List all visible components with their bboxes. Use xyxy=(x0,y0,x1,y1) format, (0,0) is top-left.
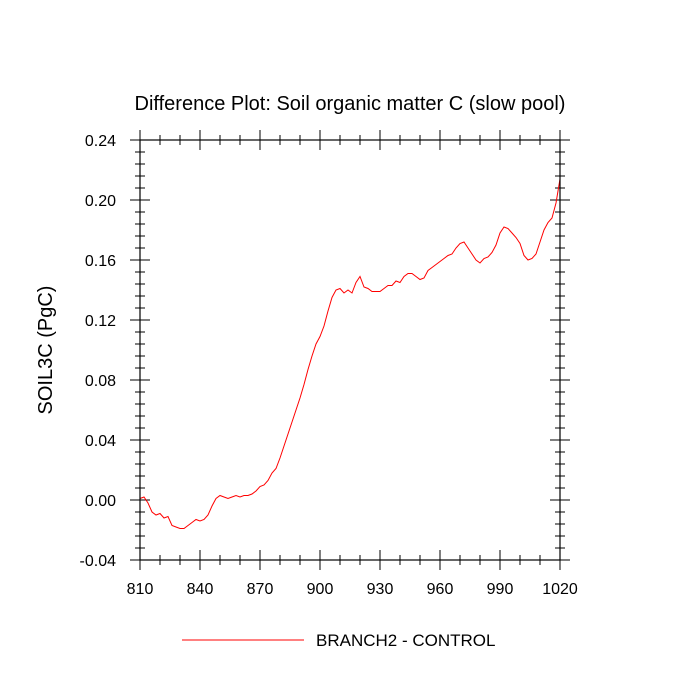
x-tick-label: 840 xyxy=(187,581,214,598)
y-tick-label: -0.04 xyxy=(80,553,117,570)
x-tick-label: 990 xyxy=(487,581,514,598)
plot-frame xyxy=(139,139,561,561)
y-tick-label: 0.20 xyxy=(85,193,116,210)
x-tick-labels: 810 840 870 900 930 960 990 1020 xyxy=(127,581,578,598)
y-tick-label: 0.16 xyxy=(85,253,116,270)
x-tick-label: 810 xyxy=(127,581,154,598)
x-tick-label: 870 xyxy=(247,581,274,598)
y-tick-label: 0.04 xyxy=(85,433,116,450)
x-tick-label: 960 xyxy=(427,581,454,598)
y-tick-labels: -0.04 0.00 0.04 0.08 0.12 0.16 0.20 0.24 xyxy=(80,133,117,570)
chart-title: Difference Plot: Soil organic matter C (… xyxy=(135,93,566,115)
legend-label: BRANCH2 - CONTROL xyxy=(316,631,495,650)
series-line-branch2-control xyxy=(139,178,561,529)
axis-ticks xyxy=(130,130,570,570)
y-tick-label: 0.12 xyxy=(85,313,116,330)
y-tick-label: 0.24 xyxy=(85,133,116,150)
y-axis-title: SOIL3C (PgC) xyxy=(35,286,57,415)
x-tick-label: 930 xyxy=(367,581,394,598)
x-tick-label: 1020 xyxy=(542,581,578,598)
x-tick-label: 900 xyxy=(307,581,334,598)
y-tick-label: 0.00 xyxy=(85,493,116,510)
y-tick-label: 0.08 xyxy=(85,373,116,390)
